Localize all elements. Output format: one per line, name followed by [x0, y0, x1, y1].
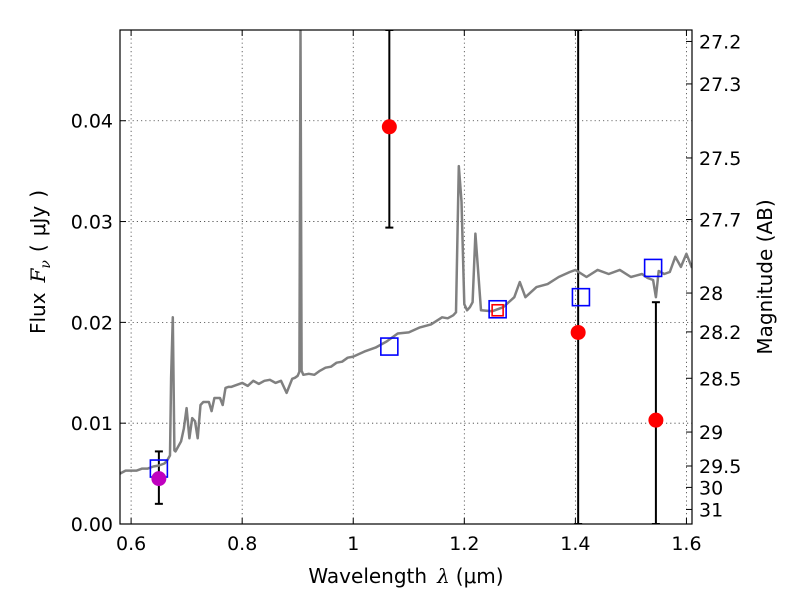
y-tick-label: 0.00 [71, 514, 113, 536]
y-axis-title-sub: ν [38, 260, 54, 269]
model-flux-square [571, 287, 591, 307]
mag-tick-label: 27.5 [699, 148, 741, 170]
x-axis-title-unit: (μm) [456, 564, 504, 588]
x-axis-title-math: λ [436, 564, 450, 588]
plot-frame [119, 29, 693, 525]
model-flux-square [488, 299, 507, 319]
spectrum-line [120, 30, 692, 475]
x-tick-label: 1.4 [560, 533, 590, 555]
right-axis-title: Magnitude (AB) [753, 199, 777, 354]
y-axis-title: Flux Fν ( μJy) [26, 190, 54, 334]
x-tick-label: 1.6 [671, 533, 701, 555]
model-flux-square [491, 303, 504, 317]
plot-area [120, 30, 692, 524]
x-tick-label: 1 [347, 533, 359, 555]
y-tick-label: 0.01 [71, 413, 113, 435]
observed-flux-point [151, 471, 167, 487]
y-tick-label: 0.04 [71, 111, 113, 133]
x-tick-label: 0.8 [227, 533, 257, 555]
x-axis-title-text: Wavelength [308, 564, 427, 588]
observed-flux-point [381, 119, 397, 135]
mag-tick-label: 28 [699, 283, 723, 305]
y-axis-title-close: ) [26, 190, 50, 198]
model-flux-square [380, 337, 399, 356]
y-axis-title-open: ( [26, 244, 50, 252]
tick-layer: 0.6 0.8 1 1.2 1.4 1.6 0.00 0.01 0.02 0.03 0.04 27.2… [71, 30, 741, 555]
mag-tick-label: 27.7 [699, 210, 741, 232]
x-tick-label: 1.2 [449, 533, 479, 555]
y-tick-label: 0.03 [71, 212, 113, 234]
data-layer [120, 30, 692, 524]
y-axis-title-math: F [26, 267, 50, 283]
mag-tick-label: 29 [699, 422, 723, 444]
y-axis-title-text: Flux [26, 292, 50, 334]
mag-tick-label: 27.3 [699, 74, 741, 96]
mag-tick-label: 31 [699, 499, 723, 521]
grid-layer [120, 30, 692, 525]
model-flux-square [643, 258, 663, 278]
observed-flux-point [648, 412, 664, 428]
x-tick-label: 0.6 [116, 533, 146, 555]
observed-flux-point [570, 324, 586, 340]
y-tick-label: 0.02 [71, 312, 113, 334]
mag-tick-label: 30 [699, 477, 723, 499]
mag-tick-label: 29.5 [699, 456, 741, 478]
mag-tick-label: 28.5 [699, 368, 741, 390]
x-axis-title: Wavelength λ (μm) [308, 564, 503, 588]
mag-tick-label: 28.2 [699, 322, 741, 344]
y-axis-title-unit: μJy [26, 206, 50, 237]
mag-tick-label: 27.2 [699, 31, 741, 53]
